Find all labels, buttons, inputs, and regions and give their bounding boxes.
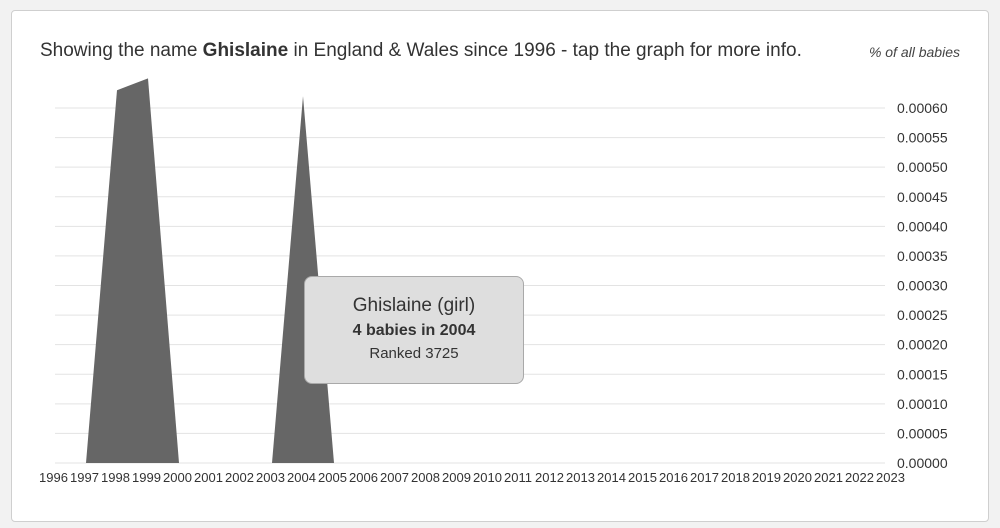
y-tick-label: 0.00025 <box>897 307 948 323</box>
x-tick-label: 2013 <box>566 470 595 485</box>
x-tick-label: 2003 <box>256 470 285 485</box>
x-tick-label: 2007 <box>380 470 409 485</box>
x-tick-label: 2009 <box>442 470 471 485</box>
y-tick-label: 0.00010 <box>897 396 948 412</box>
y-unit-label: % of all babies <box>868 44 960 60</box>
chart-title: Showing the name Ghislaine in England & … <box>40 40 802 62</box>
tooltip-count: 4 babies in 2004 <box>352 322 476 339</box>
y-tick-label: 0.00045 <box>897 189 948 205</box>
x-tick-label: 2005 <box>318 470 347 485</box>
x-tick-label: 2012 <box>535 470 564 485</box>
y-tick-label: 0.00015 <box>897 366 948 382</box>
title-suffix: in England & Wales since 1996 - tap the … <box>288 40 802 61</box>
x-tick-label: 2004 <box>287 470 316 485</box>
y-tick-label: 0.00020 <box>897 337 948 353</box>
x-tick-label: 2006 <box>349 470 378 485</box>
x-tick-label: 2002 <box>225 470 254 485</box>
x-tick-label: 2001 <box>194 470 223 485</box>
x-tick-label: 1999 <box>132 470 161 485</box>
x-tick-label: 2020 <box>783 470 812 485</box>
x-tick-label: 2021 <box>814 470 843 485</box>
x-tick-label: 2023 <box>876 470 905 485</box>
tooltip-name: Ghislaine (girl) <box>352 295 476 316</box>
x-tick-label: 2017 <box>690 470 719 485</box>
title-prefix: Showing the name <box>40 40 203 61</box>
x-tick-label: 2014 <box>597 470 626 485</box>
x-tick-label: 2010 <box>473 470 502 485</box>
x-tick-label: 2015 <box>628 470 657 485</box>
x-tick-label: 1998 <box>101 470 130 485</box>
y-tick-label: 0.00035 <box>897 248 948 264</box>
y-tick-label: 0.00030 <box>897 278 948 294</box>
x-tick-label: 2000 <box>163 470 192 485</box>
x-tick-label: 2011 <box>504 470 532 485</box>
tooltip-rank: Ranked 3725 <box>369 345 459 362</box>
x-tick-label: 1996 <box>39 470 68 485</box>
y-tick-label: 0.00055 <box>897 130 948 146</box>
x-tick-label: 1997 <box>70 470 99 485</box>
x-tick-label: 2018 <box>721 470 750 485</box>
title-name: Ghislaine <box>202 40 289 61</box>
y-tick-label: 0.00040 <box>897 218 948 234</box>
area-peak[interactable] <box>86 78 179 464</box>
x-tick-label: 2008 <box>411 470 440 485</box>
y-tick-label: 0.00000 <box>897 455 948 471</box>
x-tick-label: 2016 <box>659 470 688 485</box>
y-tick-label: 0.00050 <box>897 159 948 175</box>
x-tick-label: 2019 <box>752 470 781 485</box>
data-tooltip: Ghislaine (girl) 4 babies in 2004 Ranked… <box>304 276 524 384</box>
x-tick-label: 2022 <box>845 470 874 485</box>
y-tick-label: 0.00060 <box>897 100 948 116</box>
y-tick-label: 0.00005 <box>897 425 948 441</box>
